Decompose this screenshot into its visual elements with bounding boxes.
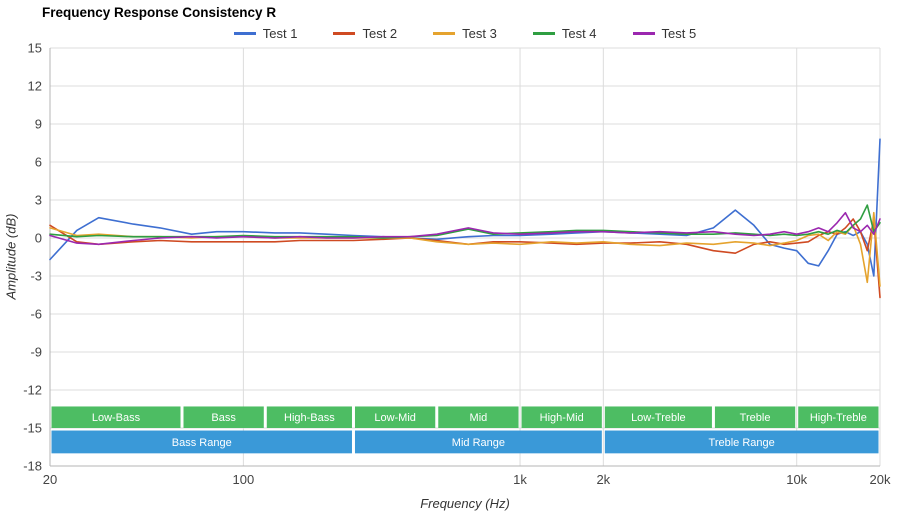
series-line-test-3 (49, 211, 881, 287)
x-axis-label: Frequency (Hz) (420, 496, 510, 511)
band-label: Treble (740, 412, 771, 424)
legend-label: Test 4 (561, 26, 597, 41)
band-high-treble (798, 406, 879, 428)
band-treble (714, 406, 796, 428)
band-label: High-Mid (540, 412, 584, 424)
legend-line-marker (433, 32, 456, 35)
legend-line-marker (532, 32, 555, 35)
legend-label: Test 5 (661, 26, 697, 41)
y-tick-label: 3 (35, 193, 42, 208)
series-line-test-1 (49, 138, 881, 277)
legend-item-test-4: Test 4 (532, 26, 597, 41)
y-tick-label: -15 (23, 421, 42, 436)
band-low-mid (354, 406, 436, 428)
band-mid (438, 406, 519, 428)
chart-legend: Test 1 Test 2 Test 3 Test 4 Test 5 (50, 26, 880, 41)
band-label: High-Bass (284, 412, 335, 424)
band-low-treble (604, 406, 712, 428)
band-label: High-Treble (810, 412, 867, 424)
range-label: Treble Range (709, 437, 775, 449)
series-line-test-5 (49, 211, 881, 246)
legend-label: Test 1 (262, 26, 298, 41)
band-label: Low-Bass (92, 412, 141, 424)
band-bass (183, 406, 264, 428)
y-axis-label: Amplitude (dB) (3, 213, 19, 300)
legend-line-marker (333, 32, 356, 35)
band-high-mid (521, 406, 602, 428)
range-bass-range (51, 430, 352, 454)
chart-title: Frequency Response Consistency R (42, 5, 277, 20)
y-tick-label: -6 (30, 307, 42, 322)
range-label: Mid Range (452, 437, 505, 449)
range-label: Bass Range (172, 437, 232, 449)
y-tick-label: 15 (28, 41, 42, 56)
x-tick-label: 20 (43, 472, 57, 487)
legend-label: Test 3 (462, 26, 497, 41)
legend-item-test-3: Test 3 (433, 26, 497, 41)
band-high-bass (266, 406, 352, 428)
x-tick-label: 10k (786, 472, 807, 487)
legend-line-marker (233, 32, 256, 35)
legend-item-test-2: Test 2 (333, 26, 397, 41)
y-tick-label: 0 (35, 231, 42, 246)
y-tick-label: 12 (28, 79, 42, 94)
band-label: Low-Treble (631, 412, 686, 424)
legend-label: Test 2 (362, 26, 398, 41)
band-label: Mid (470, 412, 488, 424)
series-line-test-4 (49, 204, 881, 239)
range-treble-range (604, 430, 879, 454)
legend-item-test-1: Test 1 (233, 26, 298, 41)
x-tick-label: 100 (233, 472, 255, 487)
y-tick-label: -3 (30, 269, 42, 284)
x-tick-label: 2k (596, 472, 610, 487)
legend-line-marker (632, 32, 655, 35)
y-tick-label: 9 (35, 117, 42, 132)
band-label: Bass (211, 412, 236, 424)
x-tick-label: 20k (870, 472, 891, 487)
band-low-bass (51, 406, 181, 428)
range-mid-range (354, 430, 602, 454)
band-label: Low-Mid (374, 412, 416, 424)
legend-item-test-5: Test 5 (632, 26, 697, 41)
x-tick-label: 1k (513, 472, 527, 487)
y-tick-label: 6 (35, 155, 42, 170)
y-tick-label: -18 (23, 459, 42, 474)
y-tick-label: -12 (23, 383, 42, 398)
y-tick-label: -9 (30, 345, 42, 360)
